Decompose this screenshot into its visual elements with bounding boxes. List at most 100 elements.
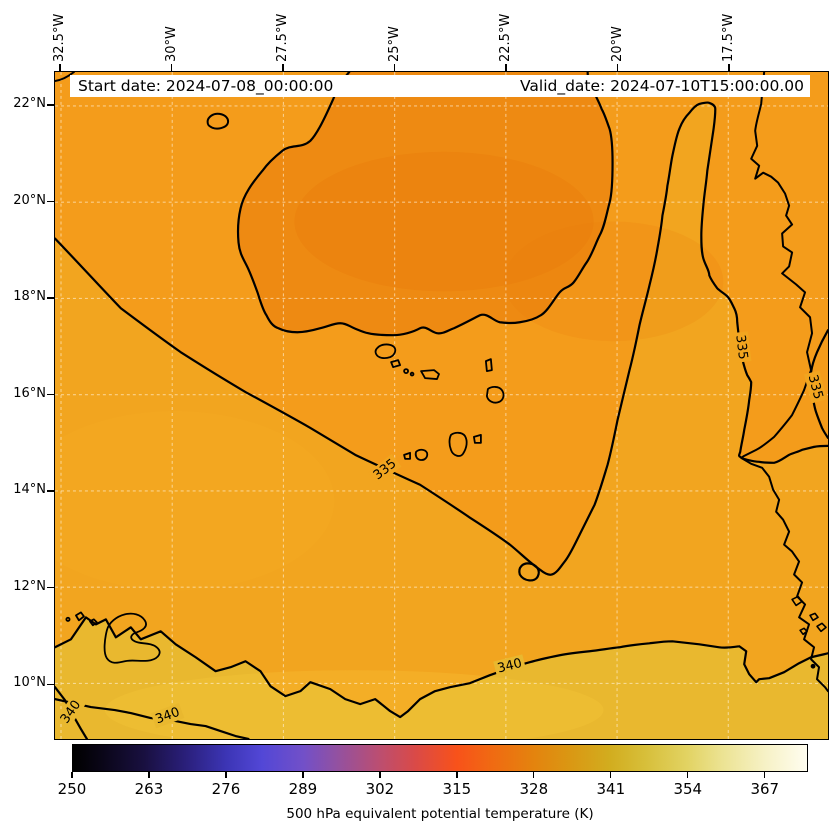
island-sao-nicolau (420, 369, 440, 380)
contour-label: 340 (493, 654, 527, 678)
contour-label: 335 (731, 331, 752, 363)
islet-se-2 (809, 612, 819, 622)
island-dot-2 (409, 371, 415, 377)
valid-date-text: Valid_date: 2024-07-10T15:00:00.00 (519, 77, 804, 95)
contour-340-main (55, 616, 828, 719)
contour-closed-loop-12n (518, 562, 540, 582)
texture-blotch-gold (104, 670, 604, 739)
lon-tick (282, 64, 284, 71)
lat-tick-label: 22°N (13, 96, 46, 112)
texture-blotch-warm (294, 151, 594, 292)
colorbar-tick-label: 367 (750, 780, 780, 798)
inner-warm-lobe-fill (237, 72, 613, 336)
island-bissagos-1 (75, 611, 85, 622)
contour-335-main (55, 101, 828, 576)
colorbar-tick (225, 772, 227, 778)
colorbar-tick (71, 772, 73, 778)
islet-se-5 (810, 663, 816, 669)
lon-tick-label: 22.5°W (498, 13, 514, 62)
colorbar-tick (533, 772, 535, 778)
map-panel: 335 335 335 340 340 340 (54, 71, 829, 740)
lat-tick (47, 393, 54, 396)
contour-label-text: 340 (496, 656, 524, 677)
colorbar-tick-label: 328 (519, 780, 549, 798)
island-bissagos-3 (65, 616, 71, 622)
lon-tick-label: 25°W (386, 26, 402, 62)
lon-tick (170, 64, 173, 71)
texture-blotch-warm-east (503, 221, 724, 342)
island-santiago (448, 431, 468, 457)
lon-tick (505, 64, 507, 71)
colorbar-tick-label: 341 (596, 780, 626, 798)
colorbar-tick (302, 772, 304, 778)
contour-label-backing (368, 453, 402, 485)
contour-label-backing (55, 694, 86, 729)
island-brava (403, 451, 411, 460)
lat-tick (47, 683, 54, 685)
island-santo-antao (374, 343, 397, 360)
theta-above-340-fill (55, 617, 828, 739)
island-maio (473, 434, 482, 444)
island-dot-1 (403, 368, 409, 374)
lat-tick (47, 490, 54, 492)
lon-tick (393, 64, 396, 71)
contour-topleft-arc (55, 72, 75, 82)
lat-tick-label: 16°N (13, 385, 46, 401)
islet-se-3 (799, 627, 808, 636)
colorbar (72, 744, 808, 772)
texture-blotch-light (55, 411, 335, 591)
island-sao-vicente (390, 359, 402, 369)
island-bissagos-2 (89, 618, 98, 627)
island-boa-vista (485, 386, 505, 404)
lon-tick-label: 32.5°W (52, 13, 68, 62)
island-sal (484, 358, 493, 373)
theta-band-335-340-fill (55, 102, 828, 739)
contour-label-backing (731, 331, 752, 363)
lat-tick-label: 10°N (13, 675, 46, 691)
colorbar-tick (687, 772, 689, 778)
lat-tick (47, 587, 54, 589)
colorbar-tick (148, 772, 150, 778)
colorbar-tick-label: 263 (134, 780, 164, 798)
contour-small-oval (206, 112, 230, 130)
colorbar-tick-label: 354 (673, 780, 703, 798)
islet-se-4 (816, 622, 827, 633)
colorbar-tick-label: 250 (57, 780, 87, 798)
colorbar-tick (379, 772, 381, 778)
islet-se-1 (791, 595, 803, 607)
colorbar-tick-label: 302 (365, 780, 395, 798)
lat-tick-label: 14°N (13, 482, 46, 498)
island-fogo (414, 448, 429, 461)
lat-tick-label: 20°N (13, 192, 46, 208)
coastline-guinea-cluster (103, 612, 161, 664)
lat-tick-label: 18°N (13, 289, 46, 305)
lat-tick-label: 12°N (13, 578, 46, 594)
lon-tick (728, 64, 730, 71)
colorbar-tick-label: 315 (442, 780, 472, 798)
lat-tick (47, 297, 54, 299)
colorbar-tick (456, 772, 458, 778)
colorbar-tick-label: 289 (288, 780, 318, 798)
lon-tick-label: 30°W (163, 26, 179, 62)
contour-label-backing (493, 654, 527, 678)
lon-tick (59, 64, 61, 71)
coastline-west-africa (740, 72, 828, 693)
colorbar-label: 500 hPa equivalent potential temperature… (286, 806, 594, 822)
lon-tick-label: 20°W (609, 26, 625, 62)
colorbar-tick-label: 276 (211, 780, 241, 798)
start-date-text: Start date: 2024-07-08_00:00:00 (78, 77, 334, 95)
contour-label-text: 335 (732, 334, 750, 360)
lat-tick (47, 200, 54, 203)
colorbar-tick (764, 772, 766, 778)
contour-label: 335 (803, 370, 828, 404)
contour-label-backing (150, 702, 185, 729)
contour-label-backing (803, 370, 828, 404)
lon-tick-label: 17.5°W (721, 13, 737, 62)
lon-tick (616, 64, 619, 71)
colorbar-tick (610, 772, 612, 778)
lon-tick-label: 27.5°W (275, 13, 291, 62)
date-annotation-strip: Start date: 2024-07-08_00:00:00 Valid_da… (70, 75, 810, 97)
